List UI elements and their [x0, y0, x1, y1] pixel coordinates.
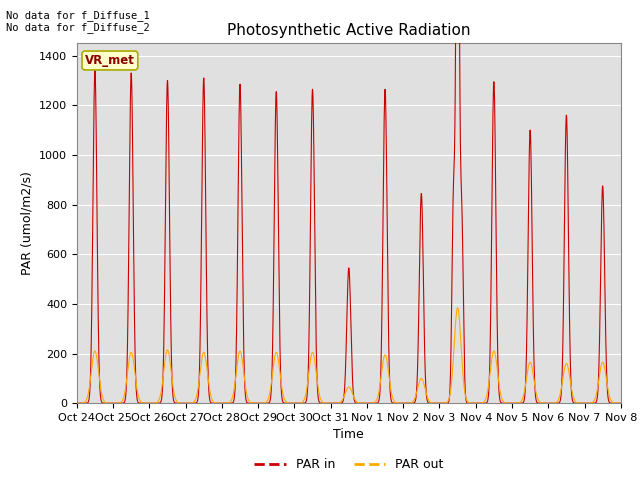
X-axis label: Time: Time — [333, 429, 364, 442]
Text: VR_met: VR_met — [85, 54, 135, 67]
Legend: PAR in, PAR out: PAR in, PAR out — [250, 453, 448, 476]
Text: No data for f_Diffuse_1
No data for f_Diffuse_2: No data for f_Diffuse_1 No data for f_Di… — [6, 10, 150, 33]
Y-axis label: PAR (umol/m2/s): PAR (umol/m2/s) — [20, 171, 33, 275]
Title: Photosynthetic Active Radiation: Photosynthetic Active Radiation — [227, 23, 470, 38]
